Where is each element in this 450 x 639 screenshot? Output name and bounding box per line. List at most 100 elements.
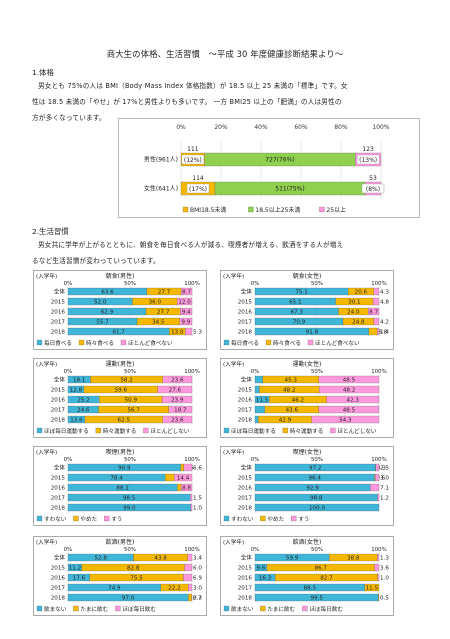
panel-data-label: 1.5 [193,496,202,502]
panel-ylabel: (入学年) [36,360,57,368]
bmi-data-label: (12%) [184,157,202,164]
panel-data-label: 27.7 [158,290,171,296]
panel-data-label: 43.8 [154,556,167,562]
panel-data-label: 54.3 [339,418,352,424]
panel-data-label: 0.6 [376,476,385,482]
panel-data-label: 0.3 [377,466,386,472]
panel-category-label: 全体 [54,554,66,562]
panel-bar-segment [254,375,263,384]
panel-legend-swatch [265,339,272,346]
panel-category-label: 2016 [51,576,66,582]
panel-legend-label: やめた [267,515,284,523]
panel-data-label: 24.8 [352,320,365,326]
panel-data-label: 52.8 [95,556,108,562]
panel-smoking-female: 喫煙(女性) (入学年) 0% 50% 100% 全体 97.2 0.3 2.5 2015 96.4… [220,446,394,526]
panel-bar-segment [254,415,259,424]
bmi-tick-label: 60% [294,124,308,131]
panel-data-label: 91.8 [306,330,319,336]
panel-category-label: 2016 [238,486,253,492]
panel-data-label: 3.6 [380,566,389,572]
panel-tick-label: 100% [184,369,199,375]
panel-legend-swatch [73,605,79,612]
panel-legend-swatch [260,605,266,612]
panel-data-label: 0.5 [380,596,389,602]
panel-data-label: 42.3 [347,398,360,404]
panel-data-label: 88.5 [304,586,317,592]
panel-tick-label: 50% [124,369,136,375]
panel-category-label: 2018 [51,330,66,336]
panel-bar-segment [187,553,193,562]
panel-legend-swatch [120,339,127,346]
section2-heading: 2.生活習慣 [32,227,69,236]
bmi-data-label: (17%) [189,186,207,193]
panel-data-label: 23.9 [171,398,184,404]
panel-data-label: 98.5 [123,496,136,502]
panel-data-label: 27.7 [157,310,170,316]
panel-title: 飲酒(女性) [293,538,322,546]
panel-category-label: 全体 [241,376,253,384]
panel-legend-swatch [223,515,230,522]
panel-category-label: 2018 [51,418,66,424]
panel-title: 喫煙(男性) [106,448,135,456]
panel-category-label: 2017 [238,320,253,326]
panel-data-label: 2.7 [193,596,202,602]
panel-data-label: 23.6 [171,378,184,384]
panel-data-label: 20.6 [355,290,368,296]
panel-bar-segment [188,593,192,602]
panel-tick-label: 100% [371,457,386,463]
panel-legend-swatch [223,339,230,346]
panel-legend-label: ほぼ毎日飲む [309,605,343,613]
panel-data-label: 97.2 [309,466,321,472]
panel-data-label: 18.7 [174,408,187,414]
panel-legend-swatch [36,605,43,612]
panel-category-label: 2015 [51,476,66,482]
bmi-legend-label: 25以上 [326,206,346,214]
panel-drinking-female: 飲酒(女性) (入学年) 0% 50% 100% 全体 59.9 38.8 1.3 2015 9.6… [220,536,394,616]
panel-data-label: 99.0 [123,506,136,512]
panel-bar-segment [377,553,380,562]
section1-line-1: 男女とも 75%の人は BMI（Body Mass Index 体格指数）が 1… [38,82,348,90]
panel-category-label: 全体 [241,464,253,472]
panel-legend-label: 飲まない [231,605,254,613]
panel-legend-swatch [330,427,336,434]
panel-data-label: 96.4 [309,476,322,482]
panel-drinking-male: 飲酒(男性) (入学年) 0% 50% 100% 全体 52.8 43.8 3.4 2015 11.… [33,536,207,616]
bmi-data-label-box [356,154,380,165]
panel-data-label: 34.5 [152,320,165,326]
panel-bar-segment [180,307,193,316]
panel-tick-label: 100% [371,547,386,553]
bmi-legend-swatch [248,206,254,213]
panel-category-label: 2017 [51,586,66,592]
panel-data-label: 36.0 [149,300,162,306]
panel-category-label: 2017 [51,320,66,326]
panel-data-label: 45.3 [285,378,298,384]
panel-tick-label: 0% [251,457,260,463]
panel-bar-segment [377,327,380,336]
panel-tick-label: 0% [64,547,73,553]
panel-category-label: 2015 [238,566,253,572]
panel-data-label: 52.0 [94,300,107,306]
panel-tick-label: 50% [311,281,323,287]
panel-bar-segment [368,307,380,316]
panel-category-label: 2018 [51,596,66,602]
bmi-legend-label: 18.5以上25未満 [255,206,300,214]
panel-legend-swatch [143,427,149,434]
panel-legend-swatch [78,339,85,346]
panel-title: 喫煙(女性) [293,448,322,456]
panel-data-label: 22.2 [168,586,180,592]
panel-category-label: 2015 [51,300,66,306]
panel-ylabel: (入学年) [223,360,244,368]
panel-data-label: 13.0 [171,330,184,336]
panel-legend-label: ほとんど食べない [128,339,173,347]
panel-category-label: 2018 [238,596,253,602]
panel-legend-swatch [307,339,314,346]
panel-bar-segment [318,375,380,384]
bmi-data-label-box [181,154,205,165]
panel-category-label: 2018 [238,506,253,512]
panel-data-label: 23.6 [171,418,184,424]
panel-bar-segment [370,483,380,492]
panel-data-label: 11.5 [366,586,379,592]
panel-category-label: 2016 [238,398,253,404]
panel-bar-segment [185,327,193,336]
